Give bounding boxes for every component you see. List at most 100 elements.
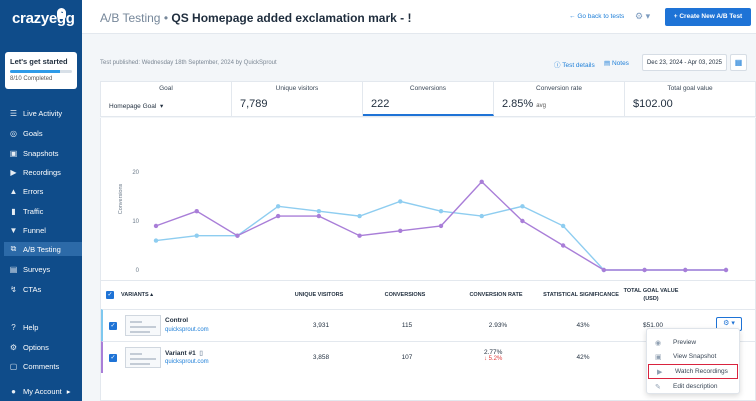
col-rate[interactable]: CONVERSION RATE	[469, 292, 523, 298]
video-icon: ▶	[10, 167, 17, 177]
data-point	[316, 209, 322, 214]
date-range-input[interactable]: Dec 23, 2024 - Apr 03, 2025	[642, 54, 727, 71]
comment-icon: ▢	[9, 361, 18, 371]
go-back-link[interactable]: ← Go back to tests	[569, 13, 624, 20]
sidebar-item-ctas[interactable]: ↯ CTAs	[9, 282, 41, 296]
row-checkbox[interactable]: ✓	[109, 322, 117, 330]
survey-icon: ▤	[9, 264, 18, 274]
avatar-icon: ●	[11, 386, 16, 396]
y-tick-label: 20	[132, 170, 139, 176]
sidebar-item-goals[interactable]: ◎ Goals	[9, 126, 43, 140]
variant-name: Variant #1 ▯	[165, 349, 203, 357]
help-icon: ?	[11, 322, 16, 332]
sidebar: crazyegg ◔ Let's get started 8/10 Comple…	[0, 0, 82, 401]
sidebar-item-label: My Account	[23, 386, 62, 396]
variant-url[interactable]: quicksprout.com	[165, 327, 209, 333]
sidebar-item-snapshots[interactable]: ▣ Snapshots	[9, 146, 59, 160]
cell-rate: 2.93%	[488, 322, 508, 329]
data-point	[153, 223, 159, 229]
table-row[interactable]: ✓ Control quicksprout.com 3,931 115 2.93…	[101, 309, 755, 341]
stat-goal-value[interactable]: Total goal value $102.00	[625, 82, 755, 116]
stat-rate[interactable]: Conversion rate 2.85% avg	[494, 82, 625, 116]
variant-thumbnail[interactable]	[125, 347, 161, 368]
y-tick-label: 10	[132, 219, 139, 225]
col-significance[interactable]: STATISTICAL SIGNIFICANCE	[543, 292, 619, 298]
col-visitors[interactable]: UNIQUE VISITORS	[294, 292, 344, 298]
settings-gear-icon[interactable]: ⚙ ▾	[635, 11, 651, 21]
sidebar-item-live-activity[interactable]: ☰ Live Activity	[9, 106, 62, 120]
stat-goal-label: Goal	[159, 85, 173, 92]
sidebar-item-label: Comments	[23, 361, 60, 371]
topbar: A/B Testing • QS Homepage added exclamat…	[82, 0, 756, 34]
cell-significance: 42%	[576, 354, 590, 361]
variant-name: Control	[165, 317, 189, 324]
stat-rate-label: Conversion rate	[536, 85, 582, 92]
test-details-link[interactable]: ⓘ Test details	[554, 59, 595, 69]
video-icon: ▶	[657, 368, 663, 376]
col-conversions[interactable]: CONVERSIONS	[384, 292, 426, 298]
notes-link[interactable]: ▤ Notes	[604, 59, 629, 67]
data-point	[438, 223, 444, 229]
target-icon: ◎	[10, 128, 17, 138]
menu-item-preview[interactable]: ◉ Preview	[647, 336, 739, 349]
select-all-checkbox[interactable]: ✓	[106, 291, 114, 299]
sidebar-item-ab-testing[interactable]: ⧉ A/B Testing	[4, 242, 82, 256]
menu-item-label: Edit description	[673, 383, 718, 390]
data-point	[316, 213, 322, 219]
menu-item-watch-recordings[interactable]: ▶ Watch Recordings	[648, 364, 738, 379]
sidebar-item-options[interactable]: ⚙ Options	[9, 340, 49, 354]
sidebar-item-label: Traffic	[23, 206, 44, 216]
y-axis-label: Conversions	[118, 183, 124, 214]
sidebar-item-help[interactable]: ? Help	[9, 320, 38, 334]
sidebar-item-label: Live Activity	[23, 108, 63, 118]
eye-icon: ◉	[655, 339, 662, 347]
breadcrumb-section[interactable]: A/B Testing	[100, 11, 161, 25]
variant-thumbnail[interactable]	[125, 315, 161, 336]
sidebar-item-label: Options	[23, 342, 49, 352]
menu-item-view-snapshot[interactable]: ▣ View Snapshot	[647, 350, 739, 363]
create-ab-test-button[interactable]: + Create New A/B Test	[665, 8, 751, 26]
row-checkbox[interactable]: ✓	[109, 354, 117, 362]
sidebar-item-funnel[interactable]: ▼ Funnel	[9, 223, 46, 237]
main-content: Test published: Wednesday 18th September…	[82, 34, 756, 401]
stat-conversions[interactable]: Conversions 222	[363, 82, 494, 116]
row-actions-menu: ◉ Preview ▣ View Snapshot ▶ Watch Recording…	[646, 328, 740, 394]
published-info: Test published: Wednesday 18th September…	[100, 60, 277, 66]
go-back-label: Go back to tests	[577, 13, 625, 20]
cell-visitors: 3,858	[312, 354, 330, 361]
cell-conversions: 115	[401, 322, 413, 329]
ab-test-icon: ⧉	[10, 244, 17, 253]
sidebar-item-traffic[interactable]: ▮ Traffic	[9, 204, 43, 218]
menu-item-edit-description[interactable]: ✎ Edit description	[647, 380, 739, 393]
data-point	[275, 204, 281, 209]
sidebar-item-surveys[interactable]: ▤ Surveys	[9, 262, 50, 276]
stat-goal-value-amount: $102.00	[633, 98, 673, 110]
calendar-icon[interactable]: ▦	[730, 54, 747, 71]
col-value[interactable]: TOTAL GOAL VALUE (USD)	[623, 288, 679, 302]
pencil-icon: ✎	[655, 383, 661, 391]
notes-label: Notes	[611, 60, 629, 67]
getting-started-card[interactable]: Let's get started 8/10 Completed	[5, 52, 77, 89]
goal-select[interactable]: Homepage Goal ▾	[109, 102, 163, 110]
sidebar-item-my-account[interactable]: ● My Account ▸	[9, 384, 70, 398]
sidebar-item-label: Goals	[23, 128, 43, 138]
sidebar-item-recordings[interactable]: ▶ Recordings	[9, 165, 61, 179]
cell-value: $51.00	[643, 322, 663, 329]
page-title: QS Homepage added exclamation mark - !	[171, 11, 412, 25]
stat-rate-number: 2.85%	[502, 98, 534, 110]
sidebar-item-comments[interactable]: ▢ Comments	[9, 359, 60, 373]
variant-url[interactable]: quicksprout.com	[165, 359, 209, 365]
data-point	[560, 223, 566, 229]
stat-visitors[interactable]: Unique visitors 7,789	[232, 82, 363, 116]
table-row[interactable]: ✓ Variant #1 ▯ quicksprout.com 3,858 107…	[101, 341, 755, 373]
col-variants[interactable]: VARIANTS ▴	[121, 281, 181, 309]
camera-icon: ▣	[9, 148, 18, 158]
document-icon[interactable]: ▯	[197, 350, 203, 357]
sidebar-item-label: Surveys	[23, 264, 51, 274]
warning-icon: ▲	[9, 186, 18, 196]
progress-fill	[10, 70, 60, 73]
sidebar-item-label: Errors	[23, 186, 44, 196]
sidebar-item-errors[interactable]: ▲ Errors	[9, 184, 44, 198]
data-point	[479, 179, 484, 184]
menu-item-label: Watch Recordings	[675, 368, 728, 375]
